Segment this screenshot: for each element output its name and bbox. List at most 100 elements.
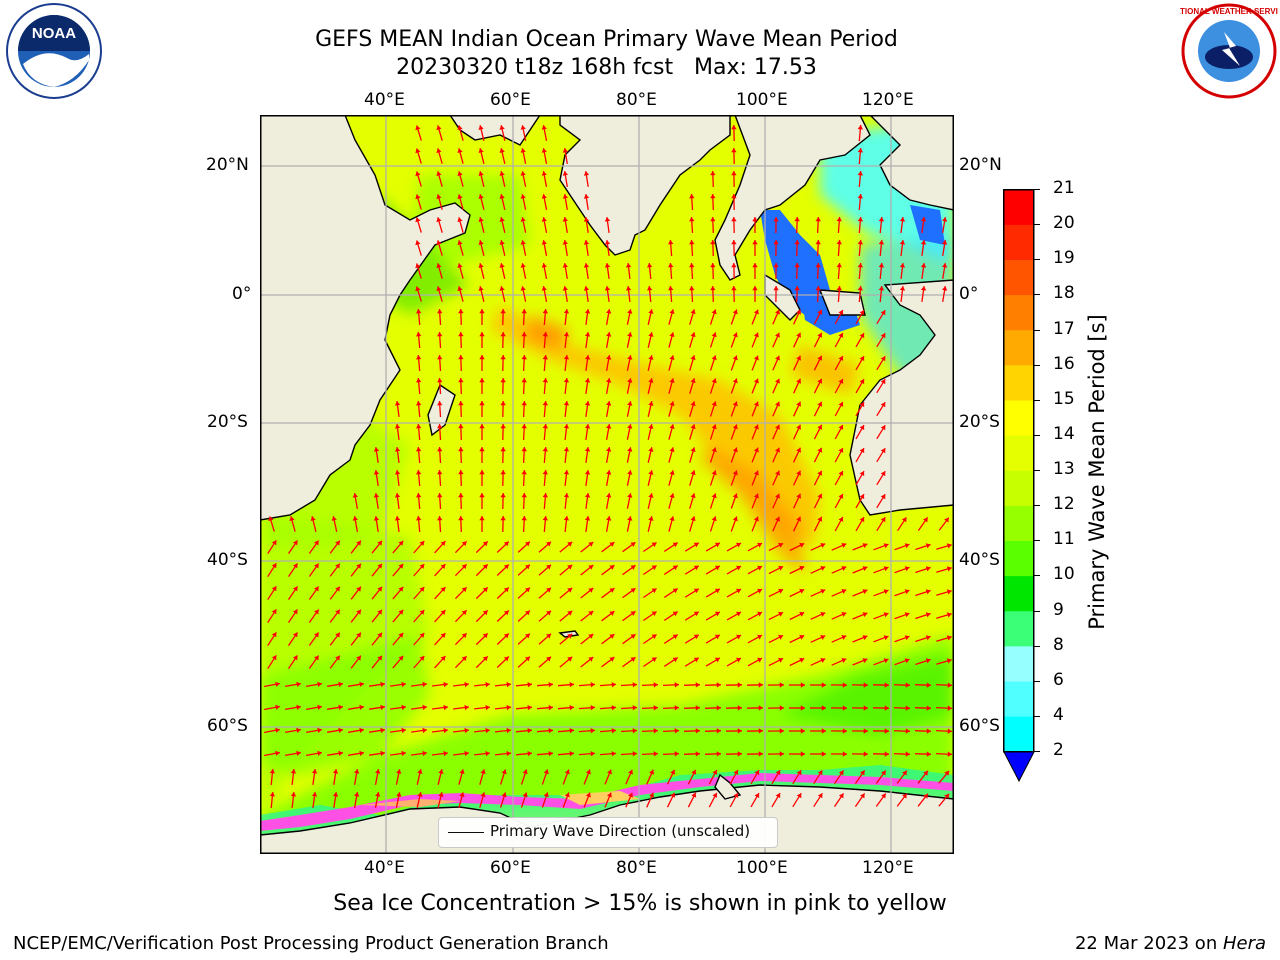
lat-tick-left: 20°S [207,412,248,432]
wave-arrow-head [884,728,889,734]
wave-arrow-head [632,682,637,688]
wave-arrow-head [670,792,675,798]
wave-arrow-head [562,263,568,268]
wave-arrow-head [485,750,490,757]
wave-arrow-head [564,769,570,775]
wave-arrow-head [836,263,842,268]
wave-arrow-head [275,750,280,756]
wave-arrow-head [859,356,865,362]
wave-arrow-head [338,704,343,710]
colorbar-tick-label: 10 [1053,564,1075,585]
wave-arrow-head [583,286,590,291]
wave-arrow-head [836,240,842,245]
wave-arrow-head [527,682,532,688]
wave-arrow-head [821,682,826,688]
wave-arrow-head [884,705,889,711]
wave-arrow-head [583,240,590,245]
colorbar-tick-label: 4 [1053,704,1064,725]
wave-arrow-head [842,705,847,711]
wave-arrow-head [521,424,527,429]
wave-arrow-head [500,470,506,475]
wave-arrow-head [794,286,800,291]
wave-arrow-head [733,770,739,775]
wave-arrow-head [758,751,763,757]
wave-arrow-head [711,309,717,315]
wave-arrow-head [899,217,906,222]
wave-arrow-head [736,588,741,594]
wave-arrow-head [736,657,741,663]
wave-arrow-head [736,542,741,548]
wave-arrow-head [479,401,485,406]
wave-arrow-head [419,587,425,592]
colorbar-tick-mark [1034,364,1040,366]
wave-arrow-head [356,655,361,661]
wave-arrow-head [398,563,404,569]
wave-arrow-head [479,332,485,337]
colorbar-segment [1003,224,1034,261]
wave-arrow-head [859,448,865,454]
wave-arrow-head [290,769,297,774]
wave-arrow-head [669,470,675,475]
wave-arrow-head [711,516,717,522]
wave-arrow-head [606,378,612,383]
wave-arrow-head [899,286,906,291]
colorbar-tick-mark [1034,645,1040,647]
wave-arrow-head [753,493,759,499]
wave-arrow-head [796,309,801,315]
wave-arrow-head [796,770,802,776]
wave-arrow-head [884,751,889,757]
wave-arrow-head [946,635,952,641]
wave-arrow-head [820,612,826,617]
wave-arrow-head [672,565,678,571]
wave-arrow-head [862,566,868,572]
wave-arrow-head [651,634,657,640]
wave-arrow-head [625,286,632,291]
wave-arrow-head [314,609,319,615]
wave-arrow-head [690,309,696,315]
wave-arrow-head [604,263,611,268]
wave-arrow-head [440,587,446,592]
wave-arrow-head [500,401,506,406]
wave-arrow-head [520,286,526,291]
wave-arrow-head [377,540,382,546]
colorbar-tick-mark [1034,259,1040,261]
wave-arrow-head [443,750,448,757]
wave-arrow-head [904,589,910,595]
wave-arrow-head [732,401,738,407]
map-legend: Primary Wave Direction (unscaled) [438,817,778,848]
wave-arrow-head [464,704,469,711]
wave-arrow-head [457,148,463,153]
wave-arrow-head [458,332,464,337]
wave-arrow-head [758,728,763,734]
wave-arrow-head [394,401,401,406]
wave-arrow-head [668,263,674,268]
wave-arrow-head [942,217,948,222]
lon-tick-top: 80°E [616,90,657,110]
wave-arrow-head [546,633,551,639]
wave-arrow-head [548,705,553,711]
wave-arrow-head [732,355,738,361]
wave-arrow-head [542,424,548,429]
wave-arrow-head [757,588,762,594]
wave-arrow-head [920,217,927,222]
wave-arrow-head [292,586,298,592]
wave-arrow-head [416,332,422,337]
wave-arrow-head [588,588,594,593]
wave-arrow-head [711,378,717,384]
colorbar-tick-mark [1034,434,1040,436]
wave-arrow-head [482,541,488,547]
wave-arrow-head [693,588,699,594]
lon-tick-bottom: 80°E [616,858,657,878]
wave-arrow-head [583,194,590,199]
wave-arrow-head [354,792,360,797]
wave-arrow-head [714,542,720,548]
colorbar-tick-mark [1034,189,1040,190]
wave-arrow-head [883,635,889,641]
wave-arrow-head [690,401,696,407]
lat-tick-left: 60°S [207,716,248,736]
wave-arrow-head [859,333,865,339]
wave-arrow-head [779,751,784,757]
wave-arrow-head [479,493,485,498]
national-weather-service-logo: NATIONAL WEATHER SERVICE [1169,2,1280,100]
colorbar-segment [1003,541,1034,577]
